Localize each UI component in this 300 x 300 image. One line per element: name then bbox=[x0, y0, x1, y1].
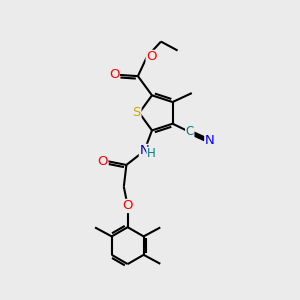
Text: O: O bbox=[109, 68, 119, 81]
Text: H: H bbox=[147, 148, 156, 160]
Text: O: O bbox=[122, 200, 133, 212]
Text: C: C bbox=[186, 125, 194, 138]
Text: O: O bbox=[146, 50, 157, 63]
Text: S: S bbox=[133, 106, 141, 119]
Text: O: O bbox=[97, 154, 108, 168]
Text: N: N bbox=[140, 144, 149, 158]
Text: N: N bbox=[205, 134, 214, 147]
